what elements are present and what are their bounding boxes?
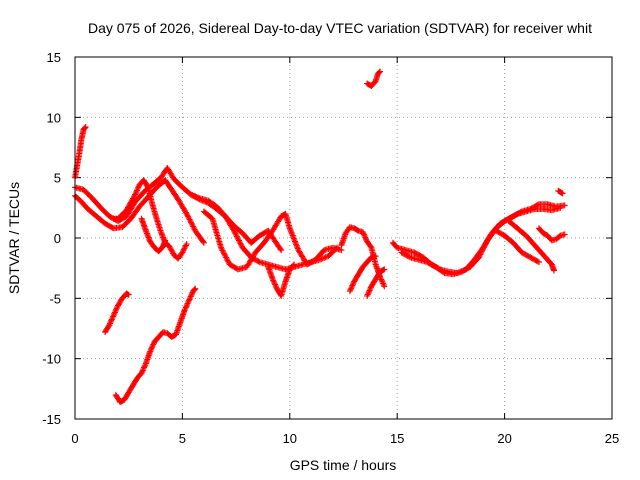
series-track-i-evening <box>338 224 388 290</box>
chart-title: Day 075 of 2026, Sidereal Day-to-day VTE… <box>88 20 592 36</box>
y-tick-label: 0 <box>54 231 61 246</box>
data-point-markers <box>112 285 199 406</box>
data-point-markers <box>265 261 298 299</box>
y-tick-label: -5 <box>49 291 61 306</box>
series-track-p-late-drop-2 <box>505 218 557 274</box>
series-track-f-afternoon <box>188 191 341 273</box>
x-tick-label: 5 <box>179 431 186 446</box>
data-layer <box>72 68 568 406</box>
series-track-j-evening-low <box>346 253 379 295</box>
series-track-d-morning-wave <box>110 177 190 262</box>
data-point-markers <box>346 253 379 295</box>
data-point-markers <box>188 191 341 273</box>
series-track-q-late-step <box>536 225 568 244</box>
y-axis-label: SDTVAR / TECUs <box>6 182 22 294</box>
tick-layer: 0 5 10 15 20 25 -15 -10 -5 0 5 10 15 <box>42 50 619 446</box>
series-track-t-low-rise <box>112 285 199 406</box>
x-tick-label: 0 <box>71 431 78 446</box>
y-tick-label: 5 <box>54 171 61 186</box>
x-tick-label: 15 <box>390 431 404 446</box>
data-point-markers <box>493 227 542 266</box>
series-track-g-afternoon-low <box>200 208 345 273</box>
series-track-e-short-drop <box>138 215 169 255</box>
x-axis-label: GPS time / hours <box>290 457 397 473</box>
series-track-s-low-mid <box>102 290 132 336</box>
y-tick-label: 15 <box>47 50 61 65</box>
data-point-markers <box>102 290 132 336</box>
data-point-markers <box>398 201 568 278</box>
series-track-m-night <box>389 204 564 276</box>
plot-border <box>74 56 613 420</box>
series-track-l-isolated-high <box>364 68 383 89</box>
series-track-c-morning-dip <box>72 165 285 254</box>
data-point-markers <box>110 177 190 262</box>
series-track-r-late-isolated <box>555 187 566 197</box>
series-track-h-noon-spike <box>265 261 298 299</box>
y-tick-label: 10 <box>47 110 61 125</box>
series-track-o-late-drop-1 <box>493 227 542 266</box>
data-point-markers <box>555 187 566 197</box>
data-point-markers <box>536 225 568 244</box>
data-point-markers <box>364 68 383 89</box>
data-point-markers <box>338 224 388 290</box>
series-track-n-night <box>398 201 568 278</box>
data-point-markers <box>505 218 557 274</box>
x-tick-label: 25 <box>605 431 619 446</box>
data-point-markers <box>138 215 169 255</box>
data-point-markers <box>364 266 388 299</box>
y-tick-label: -15 <box>42 412 61 427</box>
data-point-markers <box>200 208 345 273</box>
series-track-k-evening-low <box>364 266 388 299</box>
y-tick-label: -10 <box>42 352 61 367</box>
x-tick-label: 20 <box>497 431 511 446</box>
data-point-markers <box>72 165 285 254</box>
x-tick-label: 10 <box>283 431 297 446</box>
data-point-markers <box>389 204 564 276</box>
